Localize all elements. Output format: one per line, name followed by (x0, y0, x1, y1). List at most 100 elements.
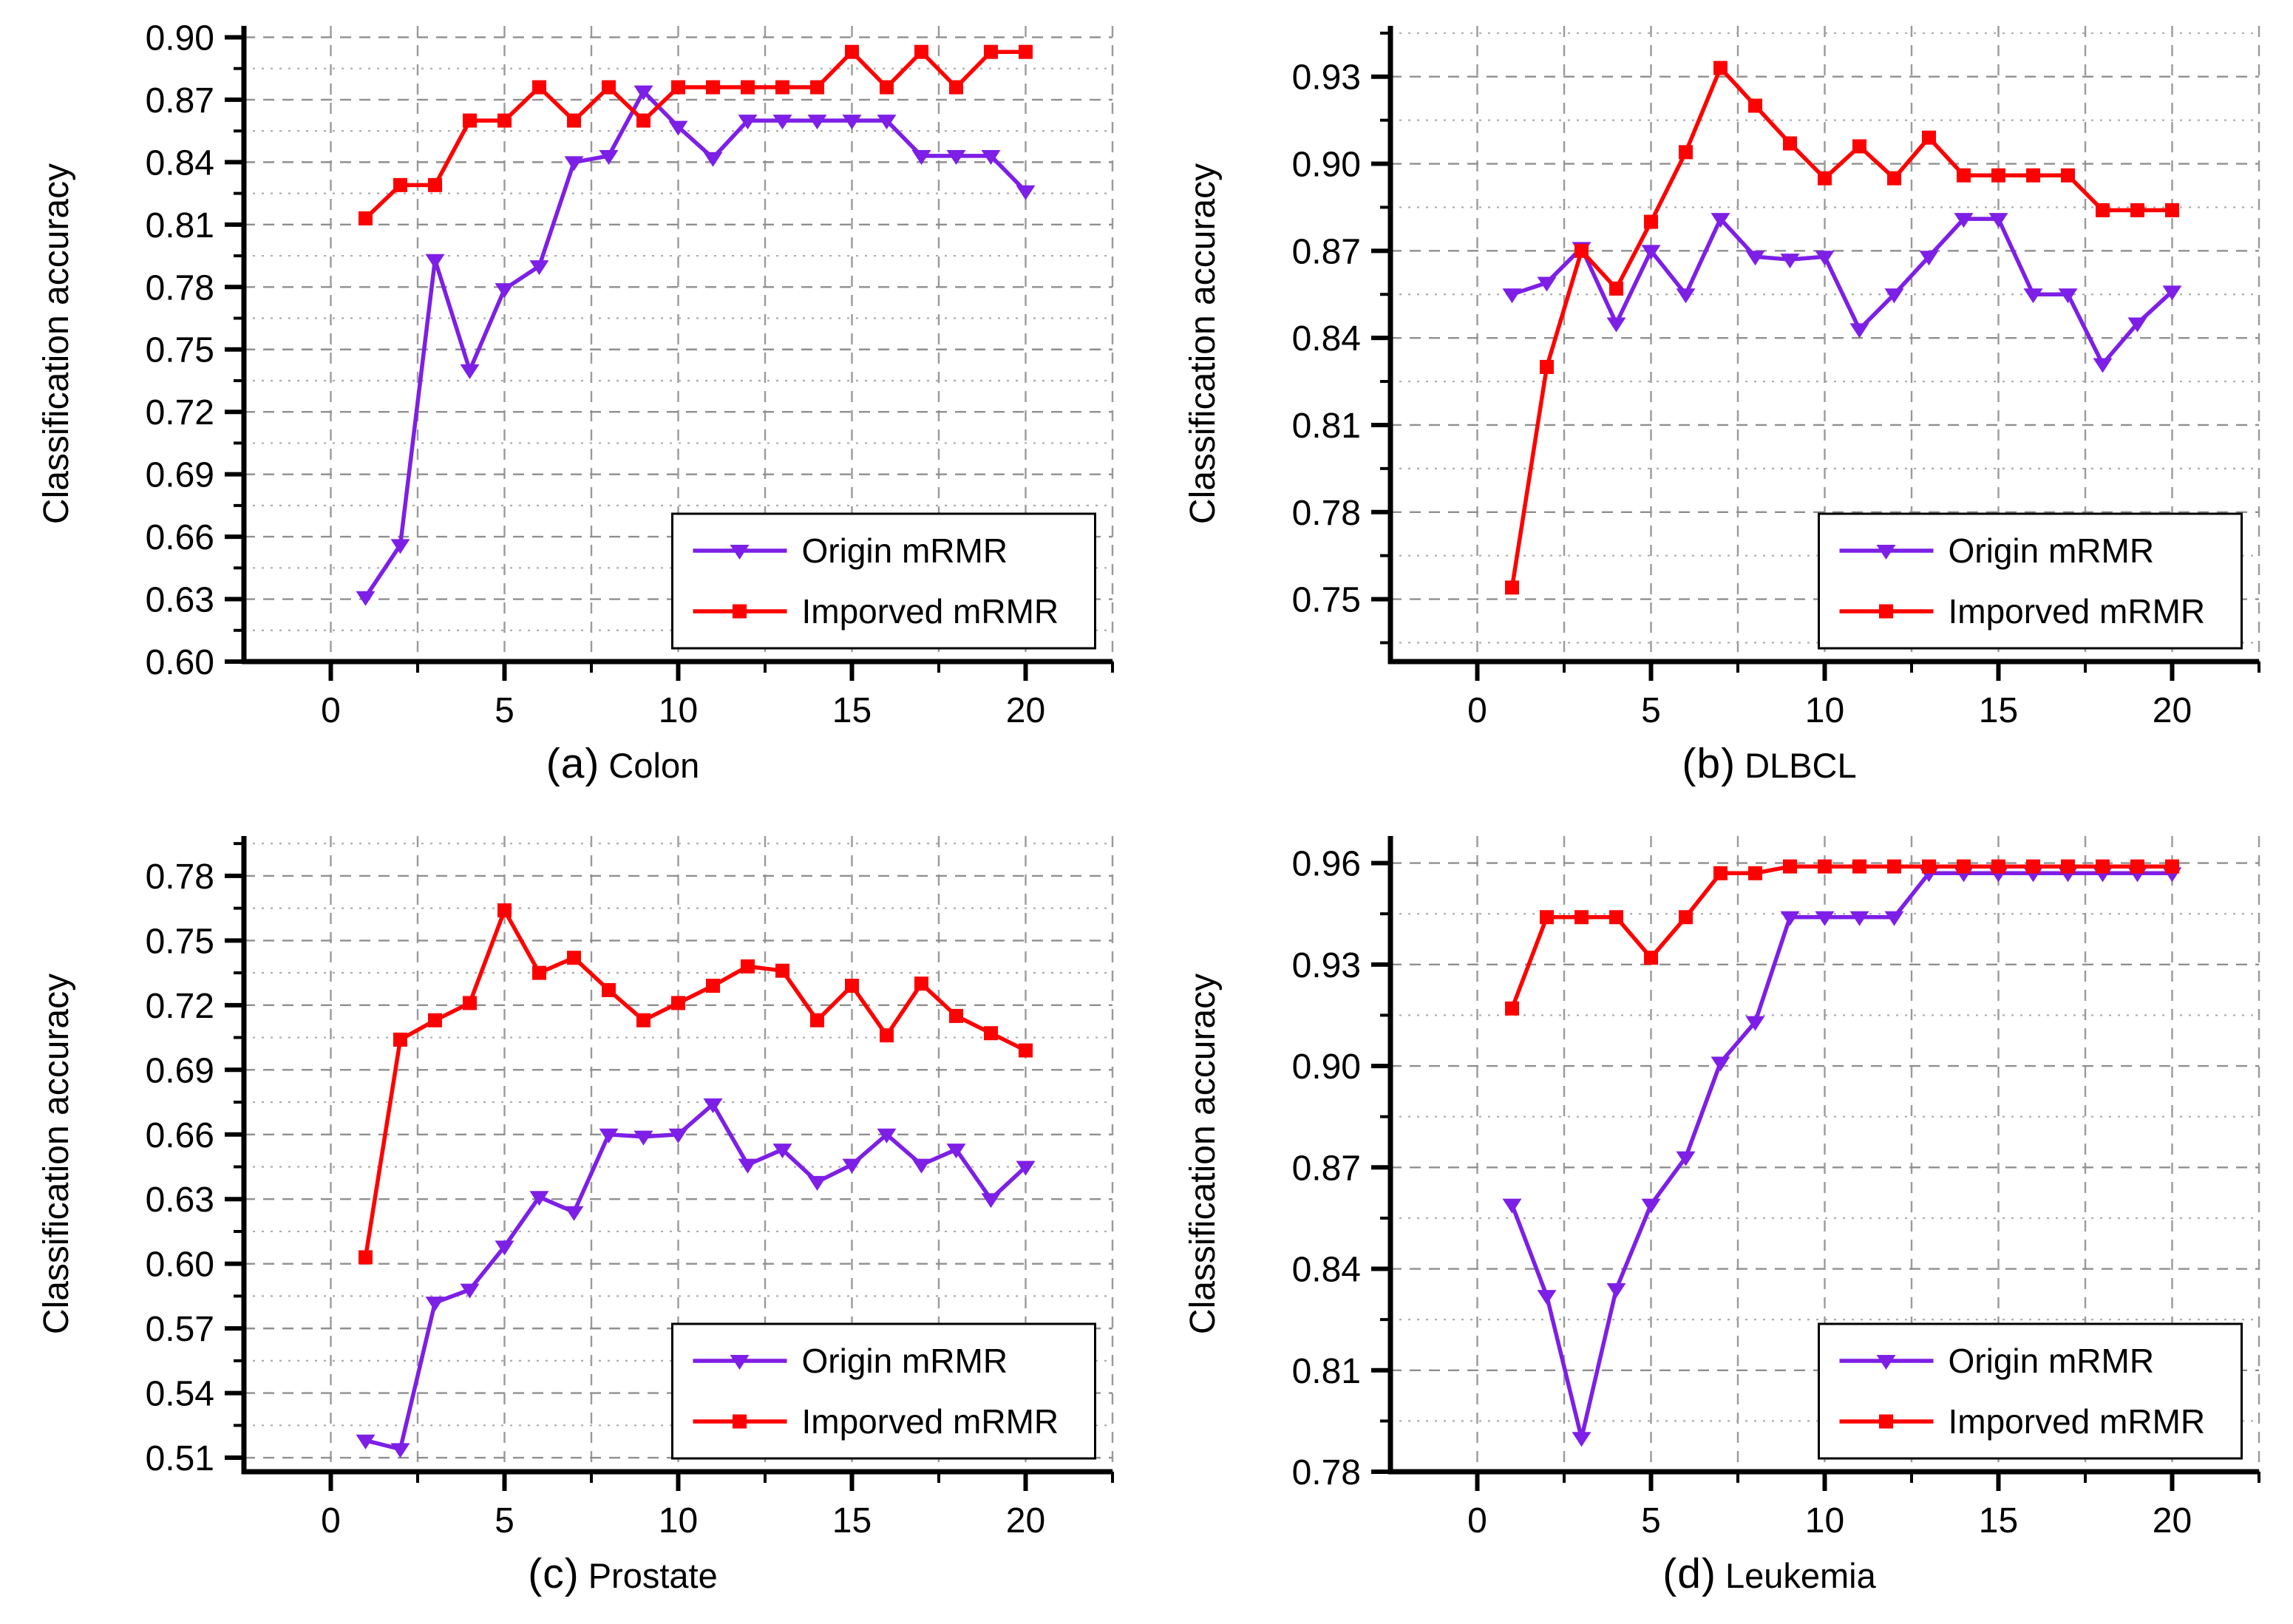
data-point-marker (946, 149, 966, 165)
data-point-marker (842, 1158, 862, 1174)
data-point-marker (1991, 168, 2005, 183)
series-line (1509, 66, 2175, 590)
data-point-marker (1884, 911, 1904, 926)
x-tick-label: 20 (1006, 691, 1045, 730)
data-point-marker (390, 1443, 410, 1458)
y-axis-title: Classification accuracy (1183, 974, 1223, 1334)
data-point-marker (880, 1028, 894, 1043)
legend-swatch-marker (1876, 1355, 1896, 1370)
data-point-marker (567, 951, 581, 965)
y-tick-label: 0.69 (146, 1051, 214, 1090)
x-tick-label: 10 (1805, 691, 1844, 730)
legend-swatch-marker (1879, 604, 1893, 619)
data-point-marker (911, 149, 931, 165)
dataset-name: Colon (608, 746, 700, 785)
series-origin-mrmr (356, 1098, 1036, 1458)
data-point-marker (1676, 1151, 1696, 1166)
data-point-marker (1922, 130, 1936, 145)
data-point-marker (393, 177, 407, 192)
y-tick-label: 0.51 (146, 1439, 214, 1478)
data-point-marker (738, 115, 758, 130)
data-point-marker (1818, 859, 1832, 874)
data-point-marker (668, 1128, 688, 1144)
data-point-marker (1679, 145, 1693, 160)
y-tick-label: 0.78 (1292, 494, 1361, 533)
chart-canvas: 0.78 0.81 0.84 0.87 0.90 0.93 0.96 0 5 10 15 20 Clas… (1183, 836, 2260, 1540)
data-point-marker (390, 539, 410, 554)
dataset-name: DLBCL (1745, 746, 1857, 785)
data-point-marker (1540, 910, 1554, 925)
legend-swatch-marker (733, 1414, 747, 1429)
legend-label: Imporved mRMR (1949, 592, 2206, 631)
data-point-marker (564, 1206, 584, 1221)
data-point-marker (1783, 859, 1797, 874)
data-point-marker (428, 177, 442, 192)
data-point-marker (880, 80, 894, 95)
data-point-marker (529, 260, 549, 276)
data-point-marker (460, 364, 480, 379)
legend-swatch-marker (1876, 545, 1896, 560)
data-point-marker (1780, 254, 1800, 269)
data-point-marker (1713, 61, 1728, 75)
data-point-marker (984, 44, 998, 59)
x-tick-label: 5 (1641, 691, 1661, 730)
data-point-marker (2096, 203, 2110, 217)
data-point-marker (1991, 859, 2005, 874)
data-point-marker (532, 965, 546, 980)
y-tick-label: 0.90 (146, 18, 214, 58)
data-point-marker (356, 591, 376, 606)
data-point-marker (1713, 866, 1728, 880)
data-point-marker (460, 1283, 480, 1299)
data-point-marker (845, 44, 859, 59)
data-point-marker (1745, 251, 1765, 266)
panel-tag: (d) (1662, 1550, 1716, 1597)
data-point-marker (671, 80, 685, 95)
data-point-marker (529, 1191, 549, 1206)
chart-canvas: 0.75 0.78 0.81 0.84 0.87 0.90 0.93 0 5 10 15 20 Clas… (1183, 26, 2260, 730)
chart-canvas: 0.51 0.54 0.57 0.60 0.63 0.66 0.69 0.72 0.75 0.78… (37, 836, 1114, 1540)
data-point-marker (1679, 910, 1693, 925)
data-point-marker (497, 113, 512, 128)
y-tick-label: 0.72 (146, 393, 214, 432)
y-tick-label: 0.84 (1292, 319, 1361, 359)
data-point-marker (1574, 910, 1589, 925)
y-tick-label: 0.75 (1292, 581, 1361, 620)
legend-label: Imporved mRMR (1949, 1402, 2206, 1441)
series-line (363, 50, 1028, 221)
x-tick-label: 20 (2153, 1501, 2192, 1540)
data-point-marker (772, 1144, 792, 1159)
series-imporved-mrmr (1505, 61, 2179, 595)
data-point-marker (1988, 213, 2008, 228)
series-line (363, 89, 1028, 599)
data-point-marker (425, 254, 445, 269)
data-point-marker (1745, 1016, 1765, 1031)
dataset-name: Prostate (588, 1556, 718, 1595)
legend-swatch-marker (733, 604, 747, 619)
data-point-marker (2093, 358, 2113, 373)
data-point-marker (1574, 243, 1589, 258)
legend-box (1818, 1322, 2243, 1460)
data-point-marker (1609, 281, 1623, 296)
x-tick-label: 5 (495, 691, 514, 730)
y-axis-title: Classification accuracy (37, 974, 76, 1334)
panel-caption: (c) Prostate (133, 1549, 1112, 1598)
y-tick-label: 0.84 (1292, 1251, 1361, 1290)
data-point-marker (2096, 859, 2110, 874)
y-tick-label: 0.60 (146, 643, 214, 682)
data-point-marker (1919, 251, 1939, 266)
data-point-marker (636, 1013, 650, 1027)
data-point-marker (1641, 1198, 1661, 1214)
data-point-marker (807, 1175, 827, 1191)
legend-box (1818, 512, 2243, 650)
data-point-marker (1502, 288, 1522, 304)
legend-label: Origin mRMR (1949, 531, 2155, 570)
panel-caption: (b) DLBCL (1280, 739, 2259, 788)
data-point-marker (356, 1434, 376, 1450)
legend-label: Imporved mRMR (802, 1402, 1059, 1441)
y-tick-label: 0.78 (1292, 1453, 1361, 1492)
data-point-marker (1887, 171, 1901, 186)
data-point-marker (532, 80, 546, 95)
data-point-marker (772, 115, 792, 130)
y-tick-label: 0.96 (1292, 845, 1361, 884)
data-point-marker (495, 1240, 514, 1256)
